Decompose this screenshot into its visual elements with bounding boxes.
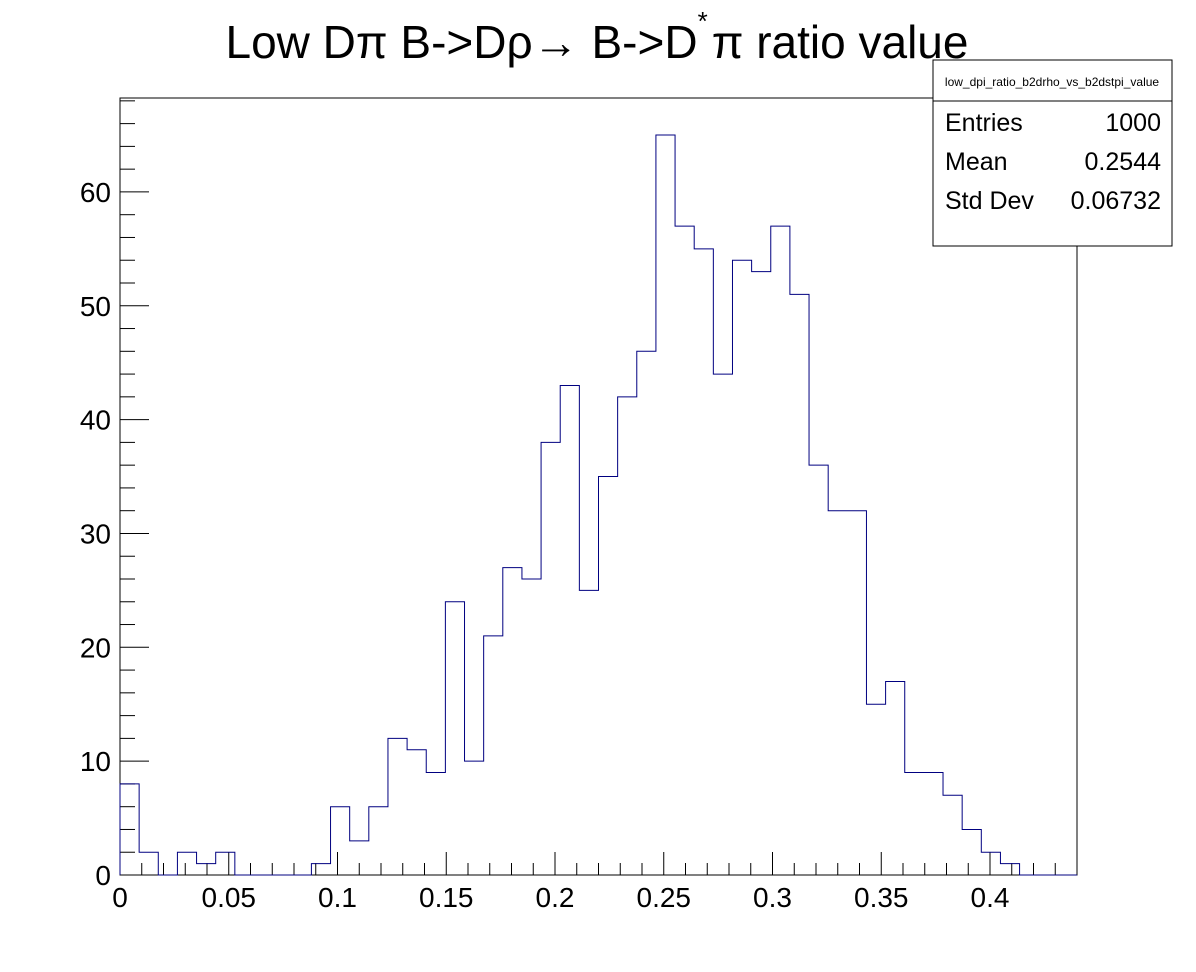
histogram-bin: [713, 374, 732, 875]
histogram-bin: [905, 773, 924, 875]
histogram-bin: [981, 852, 1000, 875]
x-tick-label: 0.1: [318, 882, 357, 913]
histogram-bin: [732, 260, 751, 875]
histogram-bin: [962, 829, 981, 875]
x-tick-label: 0.4: [971, 882, 1010, 913]
histogram-bin: [177, 852, 196, 875]
histogram-bin: [847, 511, 866, 875]
title-mid2: B->D: [579, 16, 698, 68]
y-tick-label: 50: [80, 291, 111, 322]
histogram-bin: [828, 511, 847, 875]
histogram-bin: [216, 852, 235, 875]
y-tick-label: 20: [80, 632, 111, 663]
y-axis: 0 10 20 30 40 50 60: [80, 100, 149, 891]
histogram-bin: [809, 465, 828, 875]
histogram-bin: [675, 226, 694, 875]
title-pi: π: [356, 16, 388, 68]
title-pi-2: π: [712, 16, 744, 68]
x-tick-label: 0.15: [419, 882, 474, 913]
title-suffix: ratio value: [743, 16, 968, 68]
histogram-bin: [866, 704, 885, 875]
title-mid1: B->D: [388, 16, 507, 68]
stats-box-title: low_dpi_ratio_b2drho_vs_b2dstpi_value: [945, 75, 1159, 89]
histogram-bin: [197, 864, 216, 875]
title-rho: ρ: [507, 16, 533, 68]
histogram-bin: [599, 477, 618, 875]
histogram-bin: [407, 750, 426, 875]
stats-box-frame: [932, 59, 1173, 247]
histogram-bin: [1000, 864, 1019, 875]
stats-mean-label: Mean: [945, 148, 1008, 176]
histogram-bin: [790, 294, 809, 875]
chart-title: Low Dπ B->Dρ→ B->D*π ratio value: [226, 6, 969, 68]
histogram-bin: [637, 351, 656, 875]
histogram-bin: [311, 864, 330, 875]
title-star: *: [698, 6, 708, 36]
histogram-bin: [924, 773, 943, 875]
histogram-bin: [579, 590, 598, 875]
y-tick-label: 10: [80, 746, 111, 777]
stats-stddev-label: Std Dev: [945, 187, 1034, 215]
stats-entries-value: 1000: [1105, 109, 1161, 137]
histogram-bin: [771, 226, 790, 875]
histogram-bin: [656, 135, 675, 875]
histogram-bin: [369, 807, 388, 875]
histogram-bin: [522, 579, 541, 875]
histogram-bin: [886, 681, 905, 875]
histogram-bin: [503, 568, 522, 875]
histogram-bin: [445, 602, 464, 875]
x-tick-label: 0.25: [637, 882, 692, 913]
histogram-bin: [388, 738, 407, 875]
x-tick-label: 0.3: [753, 882, 792, 913]
title-prefix: Low D: [226, 16, 356, 68]
histogram-bin: [426, 773, 445, 875]
histogram-bin: [618, 397, 637, 875]
x-axis: 0 0.05 0.1 0.15 0.2 0.25 0.3 0.35 0.4: [112, 852, 1078, 913]
histogram-bin: [752, 272, 771, 875]
stats-box: low_dpi_ratio_b2drho_vs_b2dstpi_value En…: [932, 59, 1173, 247]
y-tick-label: 40: [80, 405, 111, 436]
histogram-line: [119, 134, 1077, 876]
y-tick-label: 60: [80, 177, 111, 208]
histogram-bin: [694, 249, 713, 875]
stats-stddev-value: 0.06732: [1071, 187, 1161, 215]
histogram-bin: [484, 636, 503, 875]
histogram-bin: [560, 385, 579, 875]
histogram-bin: [943, 795, 962, 875]
y-tick-label: 30: [80, 518, 111, 549]
x-tick-label: 0.2: [536, 882, 575, 913]
histogram-bin: [541, 442, 560, 875]
y-tick-label: 0: [95, 860, 111, 891]
stats-entries-label: Entries: [945, 109, 1023, 137]
title-arrow: →: [533, 16, 579, 68]
stats-mean-value: 0.2544: [1085, 148, 1162, 176]
x-tick-label: 0.05: [202, 882, 257, 913]
histogram-bars: [120, 135, 1020, 875]
histogram-bin: [465, 761, 484, 875]
x-tick-label: 0.35: [854, 882, 909, 913]
x-tick-label: 0: [112, 882, 128, 913]
histogram-bin: [331, 807, 350, 875]
